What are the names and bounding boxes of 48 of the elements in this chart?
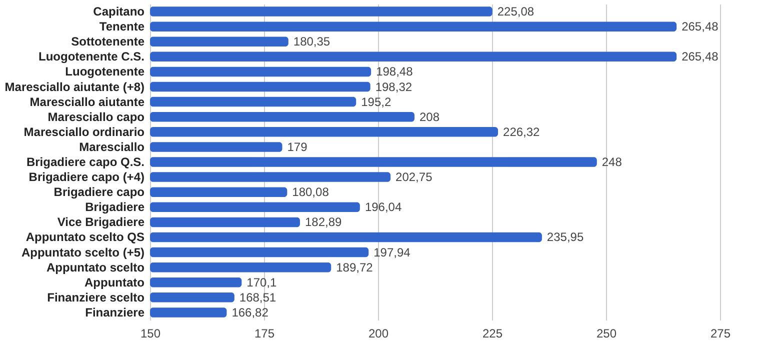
- data-label: 195,2: [361, 94, 392, 109]
- y-tick-label: Appuntato scelto (+5): [21, 245, 144, 260]
- y-tick-label: Vice Brigadiere: [57, 215, 145, 230]
- x-tick-label: 200: [368, 326, 389, 340]
- data-label: 180,08: [292, 185, 330, 200]
- y-tick-label: Finanziere: [85, 305, 145, 320]
- data-label: 198,32: [375, 80, 412, 94]
- data-label: 226,32: [503, 124, 540, 139]
- x-tick-label: 175: [254, 326, 275, 340]
- y-tick-label: Maresciallo: [79, 140, 144, 154]
- x-tick-label: 275: [710, 326, 731, 340]
- y-tick-label: Brigadiere: [85, 200, 145, 214]
- data-label: 180,35: [293, 34, 330, 49]
- y-tick-label: Brigadiere capo Q.S.: [26, 155, 144, 169]
- y-tick-label: Maresciallo aiutante: [30, 94, 145, 109]
- y-tick-label: Appuntato scelto QS: [26, 230, 144, 244]
- data-label: 198,48: [376, 64, 414, 79]
- data-label: 235,95: [546, 230, 584, 244]
- data-label: 197,94: [374, 245, 411, 260]
- data-label: 196,04: [364, 200, 402, 214]
- data-label: 170,1: [246, 275, 278, 290]
- y-tick-label: Appuntato: [84, 275, 144, 290]
- y-tick-label: Capitano: [93, 4, 144, 19]
- data-label: 225,08: [497, 4, 534, 19]
- data-label: 179: [287, 140, 308, 154]
- data-label: 265,48: [682, 50, 719, 64]
- data-label: 166,82: [232, 305, 269, 320]
- x-tick-label: 250: [596, 326, 617, 340]
- y-tick-label: Finanziere scelto: [47, 290, 144, 304]
- x-tick-label: 225: [482, 326, 503, 340]
- y-tick-label: Sottotenente: [71, 34, 145, 49]
- data-label: 189,72: [336, 260, 374, 274]
- y-tick-label: Maresciallo capo: [48, 110, 144, 124]
- y-tick-label: Tenente: [99, 20, 145, 34]
- x-tick-label: 150: [140, 326, 161, 340]
- y-tick-label: Luogotenente C.S.: [38, 50, 144, 64]
- data-label: 182,89: [304, 215, 342, 230]
- data-label: 208: [419, 110, 440, 124]
- y-tick-label: Maresciallo aiutante (+8): [4, 80, 144, 94]
- data-label: 265,48: [682, 20, 719, 34]
- data-label: 248: [602, 155, 622, 169]
- y-tick-label: Maresciallo ordinario: [24, 124, 144, 139]
- y-tick-label: Luogotenente: [65, 64, 145, 79]
- y-tick-label: Brigadiere capo: [54, 185, 144, 200]
- y-tick-label: Brigadiere capo (+4): [28, 170, 144, 184]
- data-label: 202,75: [396, 170, 433, 184]
- y-tick-label: Appuntato scelto: [46, 260, 144, 274]
- data-label: 168,51: [239, 290, 276, 304]
